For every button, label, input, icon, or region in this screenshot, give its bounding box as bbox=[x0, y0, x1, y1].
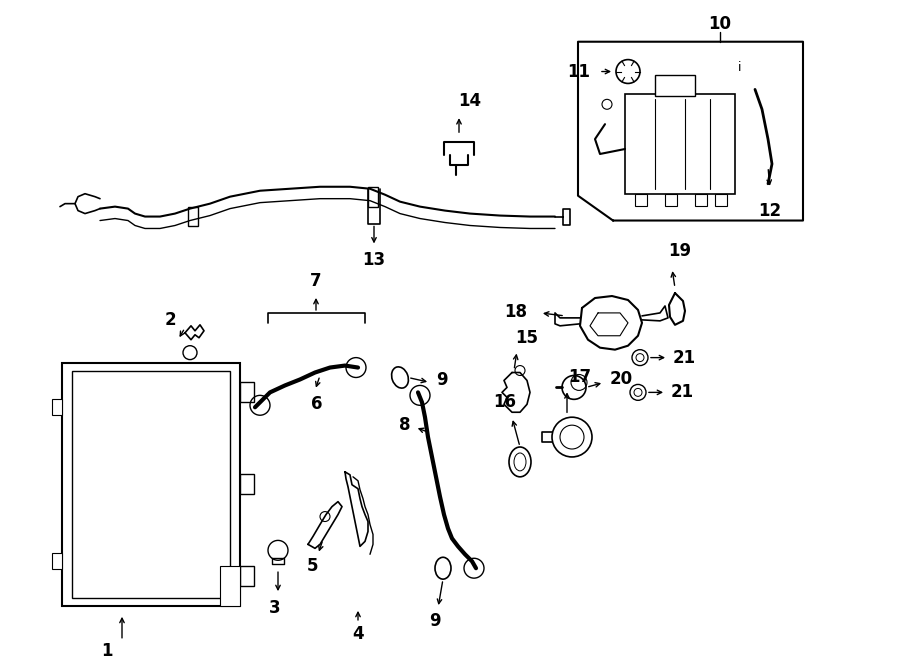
Bar bbox=[695, 194, 707, 206]
Bar bbox=[240, 383, 254, 403]
Text: i: i bbox=[738, 61, 742, 74]
Bar bbox=[368, 187, 378, 207]
Bar bbox=[240, 474, 254, 494]
Bar bbox=[72, 371, 230, 598]
Text: 21: 21 bbox=[670, 383, 694, 401]
Text: 18: 18 bbox=[504, 303, 527, 321]
Text: 5: 5 bbox=[307, 557, 319, 575]
Text: 17: 17 bbox=[569, 368, 591, 387]
Bar bbox=[188, 207, 198, 227]
Text: 2: 2 bbox=[164, 311, 176, 329]
Text: 20: 20 bbox=[609, 370, 633, 389]
Text: 21: 21 bbox=[672, 348, 696, 367]
Text: 13: 13 bbox=[363, 251, 385, 269]
Text: 12: 12 bbox=[759, 202, 781, 219]
Bar bbox=[655, 75, 695, 97]
Text: 14: 14 bbox=[458, 93, 482, 110]
Text: 10: 10 bbox=[708, 15, 732, 33]
Text: 9: 9 bbox=[436, 371, 448, 389]
Bar bbox=[220, 566, 240, 606]
Bar bbox=[240, 566, 254, 586]
Bar bbox=[715, 194, 727, 206]
Text: 9: 9 bbox=[429, 612, 441, 630]
Text: 11: 11 bbox=[567, 63, 590, 81]
Bar bbox=[665, 194, 677, 206]
Bar bbox=[625, 95, 735, 194]
Text: 4: 4 bbox=[352, 625, 364, 642]
Bar bbox=[635, 194, 647, 206]
Text: 15: 15 bbox=[516, 329, 538, 347]
Bar bbox=[52, 553, 62, 569]
Text: 19: 19 bbox=[669, 243, 691, 260]
Text: 7: 7 bbox=[310, 272, 322, 290]
Text: 8: 8 bbox=[400, 416, 410, 434]
Text: 1: 1 bbox=[101, 642, 112, 660]
Bar bbox=[52, 399, 62, 415]
Bar bbox=[62, 363, 240, 606]
Text: 16: 16 bbox=[493, 393, 517, 411]
Text: 3: 3 bbox=[269, 599, 281, 617]
Text: 6: 6 bbox=[311, 395, 323, 413]
